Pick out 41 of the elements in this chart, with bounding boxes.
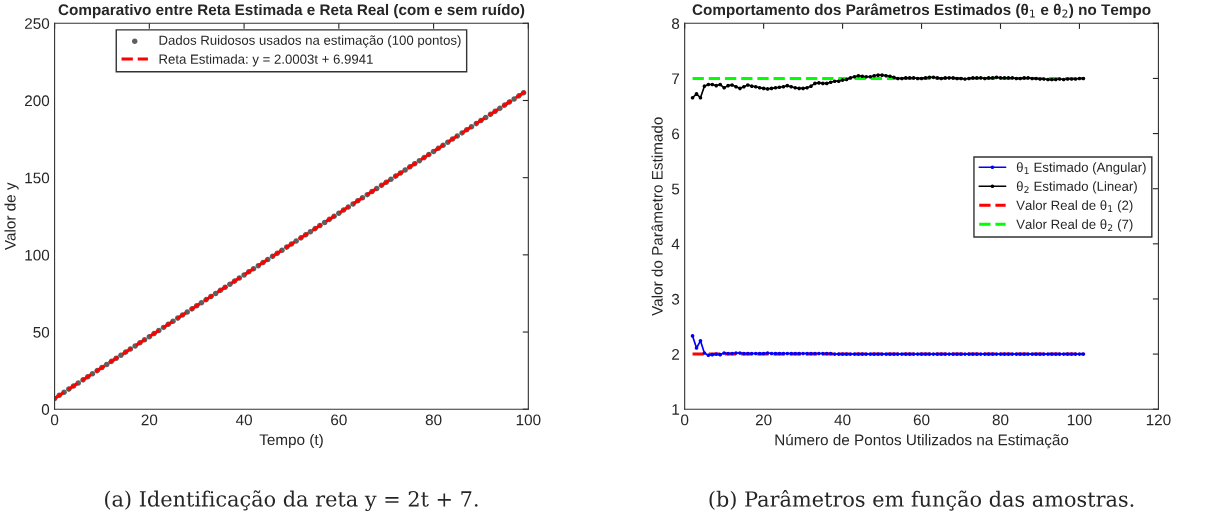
x-tick-label: 120 bbox=[1146, 414, 1171, 426]
y-tick-label: 2 bbox=[672, 348, 680, 360]
y-tick-label: 7 bbox=[672, 73, 680, 84]
x-tick-label: 100 bbox=[516, 414, 541, 426]
chart-title: Comparativo entre Reta Estimada e Reta Real (com e sem ruído) bbox=[58, 3, 525, 19]
y-tick-label: 4 bbox=[671, 238, 680, 250]
y-axis-title: Valor do Parâmetro Estimado bbox=[651, 117, 663, 316]
x-tick-label: 80 bbox=[992, 414, 1009, 426]
y-tick-label: 150 bbox=[25, 172, 50, 184]
x-tick-label: 80 bbox=[425, 414, 442, 426]
y-tick-label: 3 bbox=[671, 293, 680, 305]
y-tick-label: 8 bbox=[671, 18, 680, 29]
x-axis-title: Número de Pontos Utilizados na Estimação bbox=[775, 433, 1069, 449]
legend-label: θ$_{1}$ Estimado (Angular) bbox=[1016, 162, 1146, 175]
y-tick-label: 250 bbox=[25, 18, 50, 29]
y-tick-label: 100 bbox=[25, 249, 50, 261]
legend-label: Valor Real de θ$_{1}$ (2) bbox=[1016, 200, 1133, 213]
y-tick-label: 0 bbox=[41, 404, 50, 415]
x-tick-label: 40 bbox=[235, 414, 252, 426]
x-axis-title: Tempo (t) bbox=[259, 433, 323, 449]
x-tick-label: 40 bbox=[834, 414, 851, 426]
x-tick-label: 0 bbox=[50, 414, 59, 426]
legend-label: θ$_{2}$ Estimado (Linear) bbox=[1016, 181, 1137, 194]
y-tick-label: 50 bbox=[33, 326, 50, 338]
legend-label: Reta Estimada: y = 2.0003t + 6.9941 bbox=[159, 54, 373, 67]
y-tick-label: 200 bbox=[25, 95, 50, 107]
x-tick-label: 0 bbox=[681, 414, 689, 426]
y-tick-label: 5 bbox=[671, 183, 680, 195]
text: (b) Parâmetros em função das amostras. bbox=[709, 489, 1134, 511]
legend-label: Dados Ruidosos usados na estimação (100 pontos) bbox=[159, 35, 461, 48]
legend-label: Valor Real de θ$_{2}$ (7) bbox=[1016, 219, 1133, 232]
x-tick-label: 20 bbox=[755, 414, 772, 426]
y-tick-label: 1 bbox=[672, 404, 680, 415]
chart-title: Comportamento dos Parâmetros Estimados (θ$_{1}$ e θ$_{2}$) no Tempo bbox=[692, 3, 1151, 19]
x-tick-label: 20 bbox=[141, 414, 158, 426]
text: (a) Identificação da reta y = 2t + 7. bbox=[105, 490, 478, 512]
y-tick-label: 6 bbox=[672, 128, 680, 140]
x-tick-label: 100 bbox=[1067, 414, 1092, 426]
y-axis-title: Valor de y bbox=[4, 182, 19, 251]
x-tick-label: 60 bbox=[913, 414, 930, 426]
x-tick-label: 60 bbox=[331, 414, 347, 426]
